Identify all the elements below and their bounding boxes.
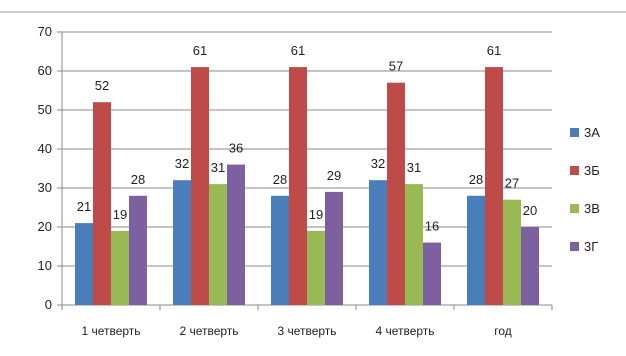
bar xyxy=(369,180,387,305)
axes: 0 10 20 30 40 50 60 70 1 четверть 2 четверть 3 чет… xyxy=(38,24,553,338)
x-category-label: 2 четверть xyxy=(179,324,238,338)
y-tick-label: 10 xyxy=(38,258,52,273)
bar-value-label: 28 xyxy=(469,172,483,187)
bar xyxy=(503,199,521,305)
data-labels: 21 52 19 28 32 61 31 36 28 61 19 29 32 57 31 16 28 61 27 20 xyxy=(77,43,537,234)
y-tick-label: 60 xyxy=(38,63,52,78)
bar-value-label: 16 xyxy=(425,219,439,234)
y-tick-label: 20 xyxy=(38,219,52,234)
legend-label: 3А xyxy=(584,125,600,140)
bar xyxy=(75,223,93,305)
bar xyxy=(93,102,111,305)
bar-value-label: 61 xyxy=(193,43,207,58)
bar-value-label: 32 xyxy=(175,156,189,171)
bar xyxy=(405,184,423,305)
bar xyxy=(173,180,191,305)
bar-value-label: 27 xyxy=(505,176,519,191)
x-category-label: год xyxy=(494,324,512,338)
bar xyxy=(521,227,539,305)
y-tick-label: 70 xyxy=(38,24,52,39)
bar-value-label: 29 xyxy=(327,168,341,183)
legend-label: 3Г xyxy=(584,239,598,254)
legend-label: 3Б xyxy=(584,163,600,178)
legend-swatch xyxy=(570,166,579,175)
bar-value-label: 61 xyxy=(487,43,501,58)
legend-swatch xyxy=(570,242,579,251)
legend-swatch xyxy=(570,204,579,213)
bar xyxy=(289,67,307,305)
x-category-label: 3 четверть xyxy=(277,324,336,338)
legend: 3А 3Б 3В 3Г xyxy=(570,125,600,254)
bar-value-label: 28 xyxy=(273,172,287,187)
bar-value-label: 21 xyxy=(77,199,91,214)
bar-value-label: 52 xyxy=(95,78,109,93)
bar xyxy=(191,67,209,305)
bar xyxy=(423,242,441,305)
legend-label: 3В xyxy=(584,201,600,216)
bar-value-label: 61 xyxy=(291,43,305,58)
y-tick-label: 0 xyxy=(45,297,52,312)
bar-value-label: 19 xyxy=(113,207,127,222)
bar-value-label: 32 xyxy=(371,156,385,171)
y-tick-label: 30 xyxy=(38,180,52,195)
bar-value-label: 57 xyxy=(389,59,403,74)
y-tick-label: 50 xyxy=(38,102,52,117)
bar xyxy=(325,191,343,305)
bar-value-label: 31 xyxy=(407,160,421,175)
bar-value-label: 20 xyxy=(523,203,537,218)
bar xyxy=(307,230,325,305)
bar-value-label: 36 xyxy=(229,141,243,156)
bar xyxy=(129,195,147,305)
bar xyxy=(485,67,503,305)
x-category-label: 4 четверть xyxy=(375,324,434,338)
bars xyxy=(75,67,539,305)
legend-swatch xyxy=(570,128,579,137)
bar xyxy=(387,82,405,305)
bar xyxy=(209,184,227,305)
bar xyxy=(467,195,485,305)
bar-value-label: 31 xyxy=(211,160,225,175)
bar xyxy=(111,230,129,305)
bar xyxy=(271,195,289,305)
bar-value-label: 19 xyxy=(309,207,323,222)
y-tick-label: 40 xyxy=(38,141,52,156)
x-category-label: 1 четверть xyxy=(81,324,140,338)
bar-value-label: 28 xyxy=(131,172,145,187)
bar xyxy=(227,164,245,305)
